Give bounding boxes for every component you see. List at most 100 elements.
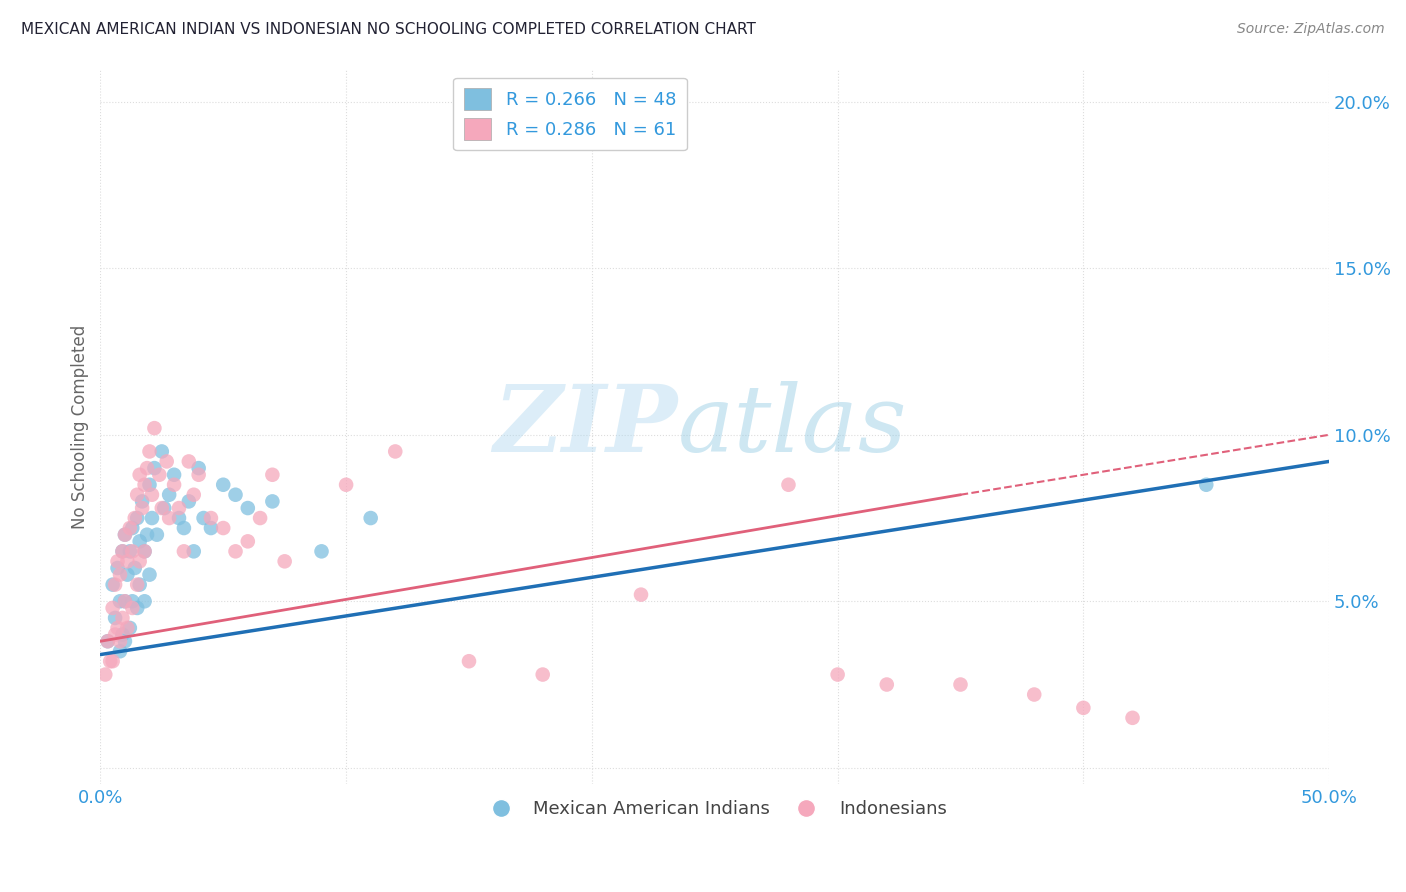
Point (143, 461, 166, 475)
Point (143, 421, 166, 435)
Point (531, 667, 554, 681)
Point (384, 444, 406, 458)
Point (121, 594, 143, 608)
Point (1024, 688, 1046, 702)
Point (98, 654, 121, 668)
Point (134, 594, 156, 608)
Point (104, 627, 127, 641)
Point (111, 544, 134, 558)
Point (1073, 701, 1095, 715)
Point (146, 527, 169, 541)
Point (183, 544, 205, 558)
Point (101, 577, 124, 591)
Point (187, 467, 209, 482)
Point (163, 477, 186, 491)
Point (121, 544, 143, 558)
Point (827, 667, 849, 681)
Point (225, 488, 247, 502)
Point (114, 594, 136, 608)
Point (114, 594, 136, 608)
Point (1121, 711, 1143, 725)
Point (104, 577, 127, 591)
Point (153, 501, 176, 516)
Point (141, 488, 163, 502)
Point (128, 554, 150, 568)
Point (108, 567, 131, 582)
Point (193, 511, 215, 525)
Text: MEXICAN AMERICAN INDIAN VS INDONESIAN NO SCHOOLING COMPLETED CORRELATION CHART: MEXICAN AMERICAN INDIAN VS INDONESIAN NO… (21, 22, 756, 37)
Point (163, 467, 186, 482)
Point (118, 621, 141, 635)
Point (335, 477, 357, 491)
Point (107, 561, 129, 575)
Point (114, 527, 136, 541)
Point (127, 601, 149, 615)
Point (97, 634, 120, 648)
Point (311, 544, 333, 558)
Point (236, 534, 259, 549)
Point (111, 627, 134, 641)
Point (212, 477, 235, 491)
Legend: Mexican American Indians, Indonesians: Mexican American Indians, Indonesians (475, 793, 953, 825)
Point (778, 477, 800, 491)
Point (141, 511, 163, 525)
Point (127, 577, 149, 591)
Point (118, 544, 141, 558)
Point (200, 511, 222, 525)
Point (458, 654, 481, 668)
Point (167, 501, 190, 516)
Point (236, 501, 259, 516)
Point (212, 521, 235, 535)
Point (124, 511, 146, 525)
Point (360, 511, 382, 525)
Point (273, 554, 295, 568)
Point (157, 511, 180, 525)
Point (108, 634, 131, 648)
Point (177, 454, 200, 468)
Point (148, 467, 170, 482)
Point (128, 467, 150, 482)
Point (114, 634, 136, 648)
Point (949, 677, 972, 691)
Point (111, 611, 134, 625)
Point (121, 601, 143, 615)
Point (173, 521, 195, 535)
Point (262, 494, 284, 508)
Point (156, 454, 179, 468)
Text: atlas: atlas (678, 382, 907, 472)
Text: ZIP: ZIP (494, 382, 678, 472)
Point (134, 477, 156, 491)
Point (167, 511, 190, 525)
Point (128, 577, 150, 591)
Point (114, 527, 136, 541)
Point (136, 527, 159, 541)
Point (104, 611, 127, 625)
Point (94, 667, 117, 681)
Point (630, 588, 652, 602)
Point (173, 544, 195, 558)
Text: Source: ZipAtlas.com: Source: ZipAtlas.com (1237, 22, 1385, 37)
Point (138, 444, 160, 458)
Point (150, 444, 173, 458)
Point (127, 511, 149, 525)
Point (150, 501, 173, 516)
Point (131, 501, 153, 516)
Point (200, 521, 222, 535)
Point (108, 594, 131, 608)
Point (138, 567, 160, 582)
Point (117, 621, 139, 635)
Point (1195, 477, 1218, 491)
Point (118, 521, 141, 535)
Point (97, 634, 120, 648)
Point (157, 488, 180, 502)
Point (134, 544, 156, 558)
Point (138, 477, 160, 491)
Point (187, 461, 209, 475)
Point (121, 521, 143, 535)
Point (262, 467, 284, 482)
Point (134, 544, 156, 558)
Point (101, 601, 124, 615)
Point (225, 544, 247, 558)
Point (128, 534, 150, 549)
Y-axis label: No Schooling Completed: No Schooling Completed (72, 325, 89, 529)
